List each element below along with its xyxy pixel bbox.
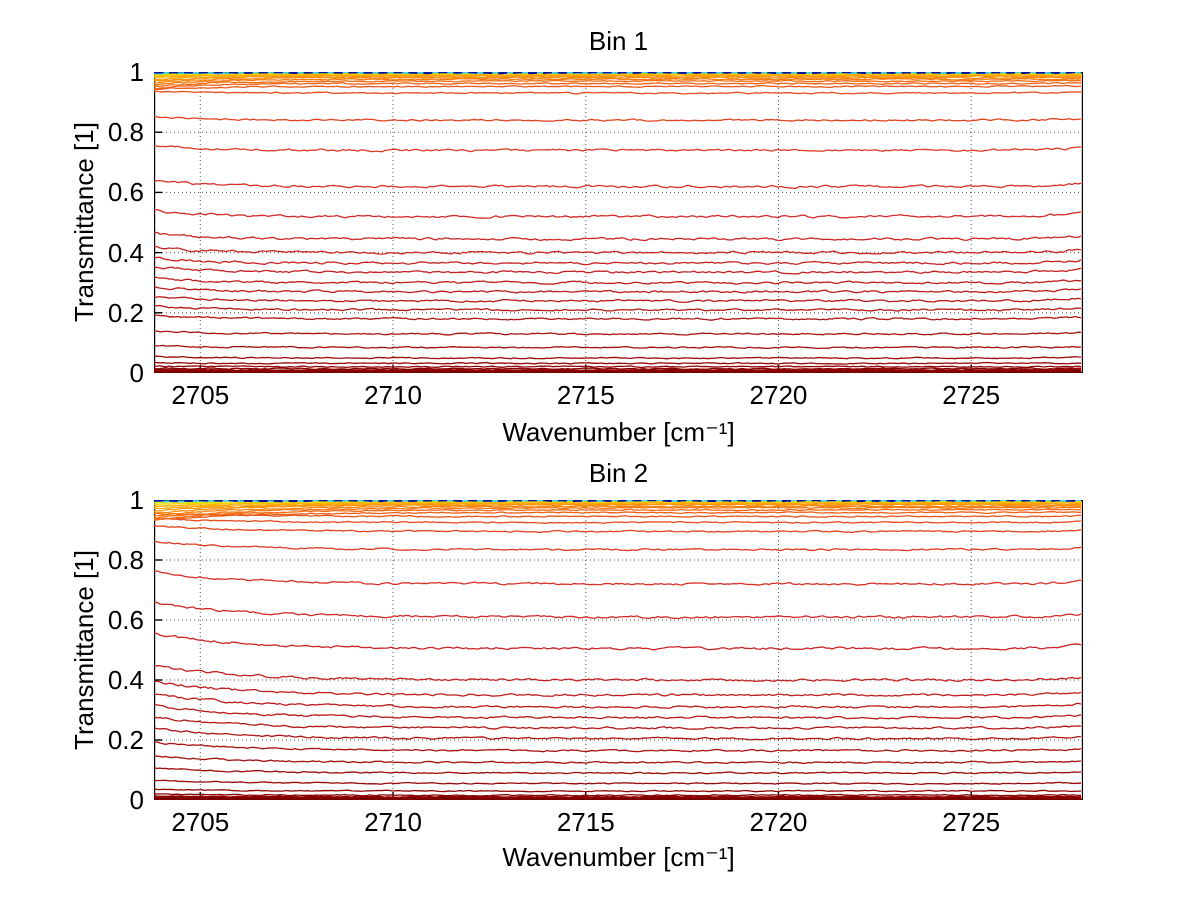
y-tick-label: 0.6 [107,177,144,208]
x-tick-label: 2720 [749,807,808,837]
subplot2-x-axis-label: Wavenumber [cm⁻¹] [502,842,735,872]
y-tick-label: 0.4 [107,237,144,268]
subplot2-plot-area [154,500,1083,800]
subplot2-title: Bin 2 [588,458,649,488]
x-tick-label: 2705 [171,380,230,410]
x-tick-label: 2720 [749,380,808,410]
x-tick-label: 2705 [171,807,230,837]
subplot1-title: Bin 1 [588,26,649,56]
x-tick-label: 2710 [364,807,422,837]
x-tick-label: 2725 [942,807,1001,837]
subplot1-y-axis-label: Transmittance [1] [69,122,99,322]
y-tick-label: 0 [129,358,144,388]
y-tick-label: 0.8 [107,117,144,148]
y-tick-label: 0.6 [107,605,144,635]
y-tick-label: 1 [129,57,144,87]
x-tick-label: 2715 [556,807,615,837]
x-tick-label: 2715 [556,380,615,410]
y-tick-label: 0.2 [107,725,144,755]
y-tick-label: 0 [129,785,144,815]
x-tick-label: 2710 [364,380,422,410]
y-tick-label: 0.4 [107,665,144,695]
x-tick-label: 2725 [942,380,1001,410]
y-tick-label: 0.2 [107,297,144,328]
y-tick-label: 0.8 [107,545,144,575]
subplot1-plot-area [154,72,1083,373]
subplot2-y-axis-label: Transmittance [1] [69,550,99,750]
y-tick-label: 1 [129,485,144,515]
subplot1-x-axis-label: Wavenumber [cm⁻¹] [502,417,735,447]
